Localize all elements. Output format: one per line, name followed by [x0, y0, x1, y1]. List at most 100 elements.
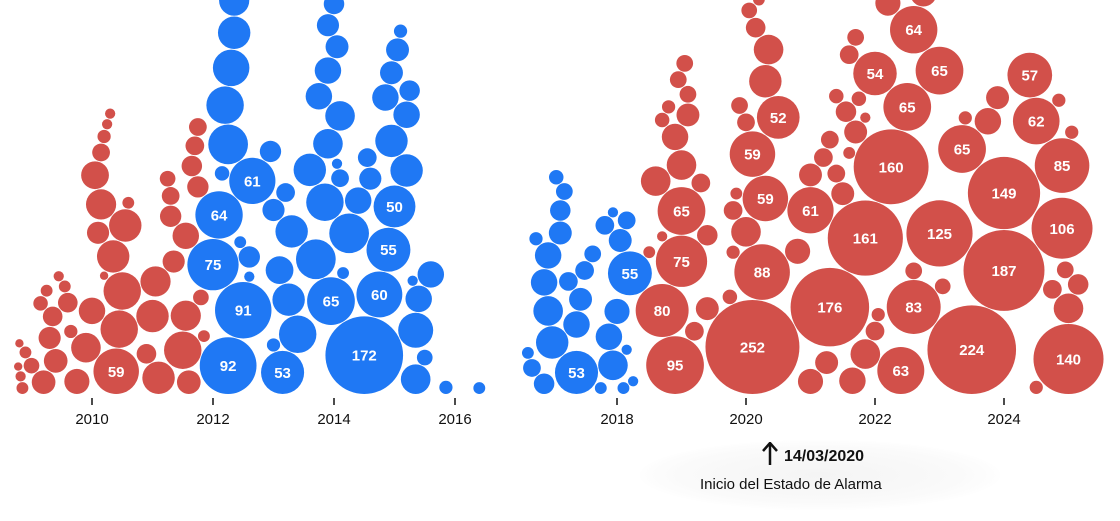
bubble [548, 221, 572, 245]
bubble [195, 191, 243, 239]
bubble [40, 284, 53, 297]
bubble [958, 111, 972, 125]
bubble [646, 336, 704, 394]
bubble [871, 307, 885, 322]
bubble [344, 187, 372, 214]
bubble [215, 281, 272, 339]
bubble [217, 16, 251, 49]
bubble [669, 71, 687, 89]
bubble [752, 0, 765, 6]
bubble [654, 112, 670, 128]
x-tick-label: 2012 [196, 411, 229, 428]
bubble [815, 351, 839, 375]
bubble [212, 49, 250, 87]
bubble [927, 305, 1017, 395]
bubble [555, 183, 573, 200]
bubble [1007, 52, 1053, 98]
bubble [58, 280, 71, 293]
bubble-label: 61 [244, 173, 261, 190]
x-tick-label: 2020 [729, 411, 762, 428]
bubble-label: 125 [927, 226, 952, 243]
bubble [244, 271, 255, 282]
x-tick-label: 2024 [987, 411, 1020, 428]
bubble [23, 357, 40, 374]
bubble [595, 323, 623, 350]
bubble [187, 239, 239, 291]
bubble [730, 187, 743, 200]
bubble [259, 140, 282, 163]
bubble [278, 315, 317, 353]
bubble [1012, 97, 1060, 145]
bubble [731, 217, 761, 247]
bubble [548, 169, 564, 185]
bubble [86, 221, 110, 244]
bubble [170, 300, 201, 331]
bubble [974, 107, 1002, 135]
bubble [575, 261, 594, 280]
bubble [584, 245, 602, 263]
bubble [275, 215, 308, 248]
bubble [906, 200, 973, 267]
annotation-date: 14/03/2020 [784, 448, 865, 465]
annotation: 14/03/2020 [760, 442, 864, 466]
bubble-label: 59 [108, 364, 125, 381]
bubble [745, 17, 766, 38]
bubble [829, 88, 844, 104]
bubble [563, 311, 590, 338]
bubble-label: 59 [744, 147, 761, 164]
bubble [316, 14, 340, 37]
bubble [172, 222, 200, 250]
bubble [595, 215, 615, 235]
bubble [851, 91, 867, 106]
bubble [734, 244, 790, 300]
bubble [53, 271, 64, 282]
bubble [691, 173, 711, 193]
bubble [208, 124, 248, 165]
bubble-label: 252 [740, 340, 765, 357]
bubble [756, 96, 800, 139]
bubble [375, 124, 408, 158]
bubble [785, 238, 811, 264]
bubble [799, 163, 822, 187]
bubble [853, 51, 897, 96]
bubble-label: 64 [905, 22, 922, 39]
bubble [742, 175, 789, 222]
bubble [617, 211, 636, 230]
bubble [16, 382, 29, 394]
bubble [666, 150, 697, 180]
bubble [679, 85, 697, 103]
bubble [787, 187, 834, 234]
bubble [14, 362, 23, 371]
bubble [323, 0, 345, 15]
bubble-label: 91 [235, 303, 252, 320]
bubble-label: 65 [931, 63, 948, 80]
bubble [176, 370, 201, 394]
bubble [986, 86, 1010, 110]
bubble [850, 339, 881, 369]
bubble-label: 52 [770, 110, 787, 127]
bubble [99, 271, 109, 280]
bubble [1053, 293, 1084, 324]
bubble [101, 119, 113, 130]
bubble [407, 275, 418, 286]
bubble [103, 272, 141, 310]
bubble [1031, 197, 1093, 259]
bubble [331, 158, 343, 169]
bubble [325, 101, 355, 131]
bubble-label: 59 [757, 191, 774, 208]
bubble [306, 183, 344, 221]
x-axis: 2010 2012 2014 2016 2018 2020 2022 2024 [75, 398, 1021, 428]
bubble [883, 82, 932, 131]
bubble [31, 370, 56, 394]
bubble [594, 382, 607, 394]
bubble [559, 272, 578, 291]
bubble-label: 60 [371, 287, 388, 304]
bubble-label: 75 [673, 254, 690, 271]
bubble-label: 53 [568, 365, 585, 382]
bubble [372, 84, 399, 111]
bubble [1056, 261, 1074, 279]
bubble [1034, 138, 1090, 193]
bubble [839, 45, 859, 65]
arrow-up-icon [762, 442, 778, 465]
